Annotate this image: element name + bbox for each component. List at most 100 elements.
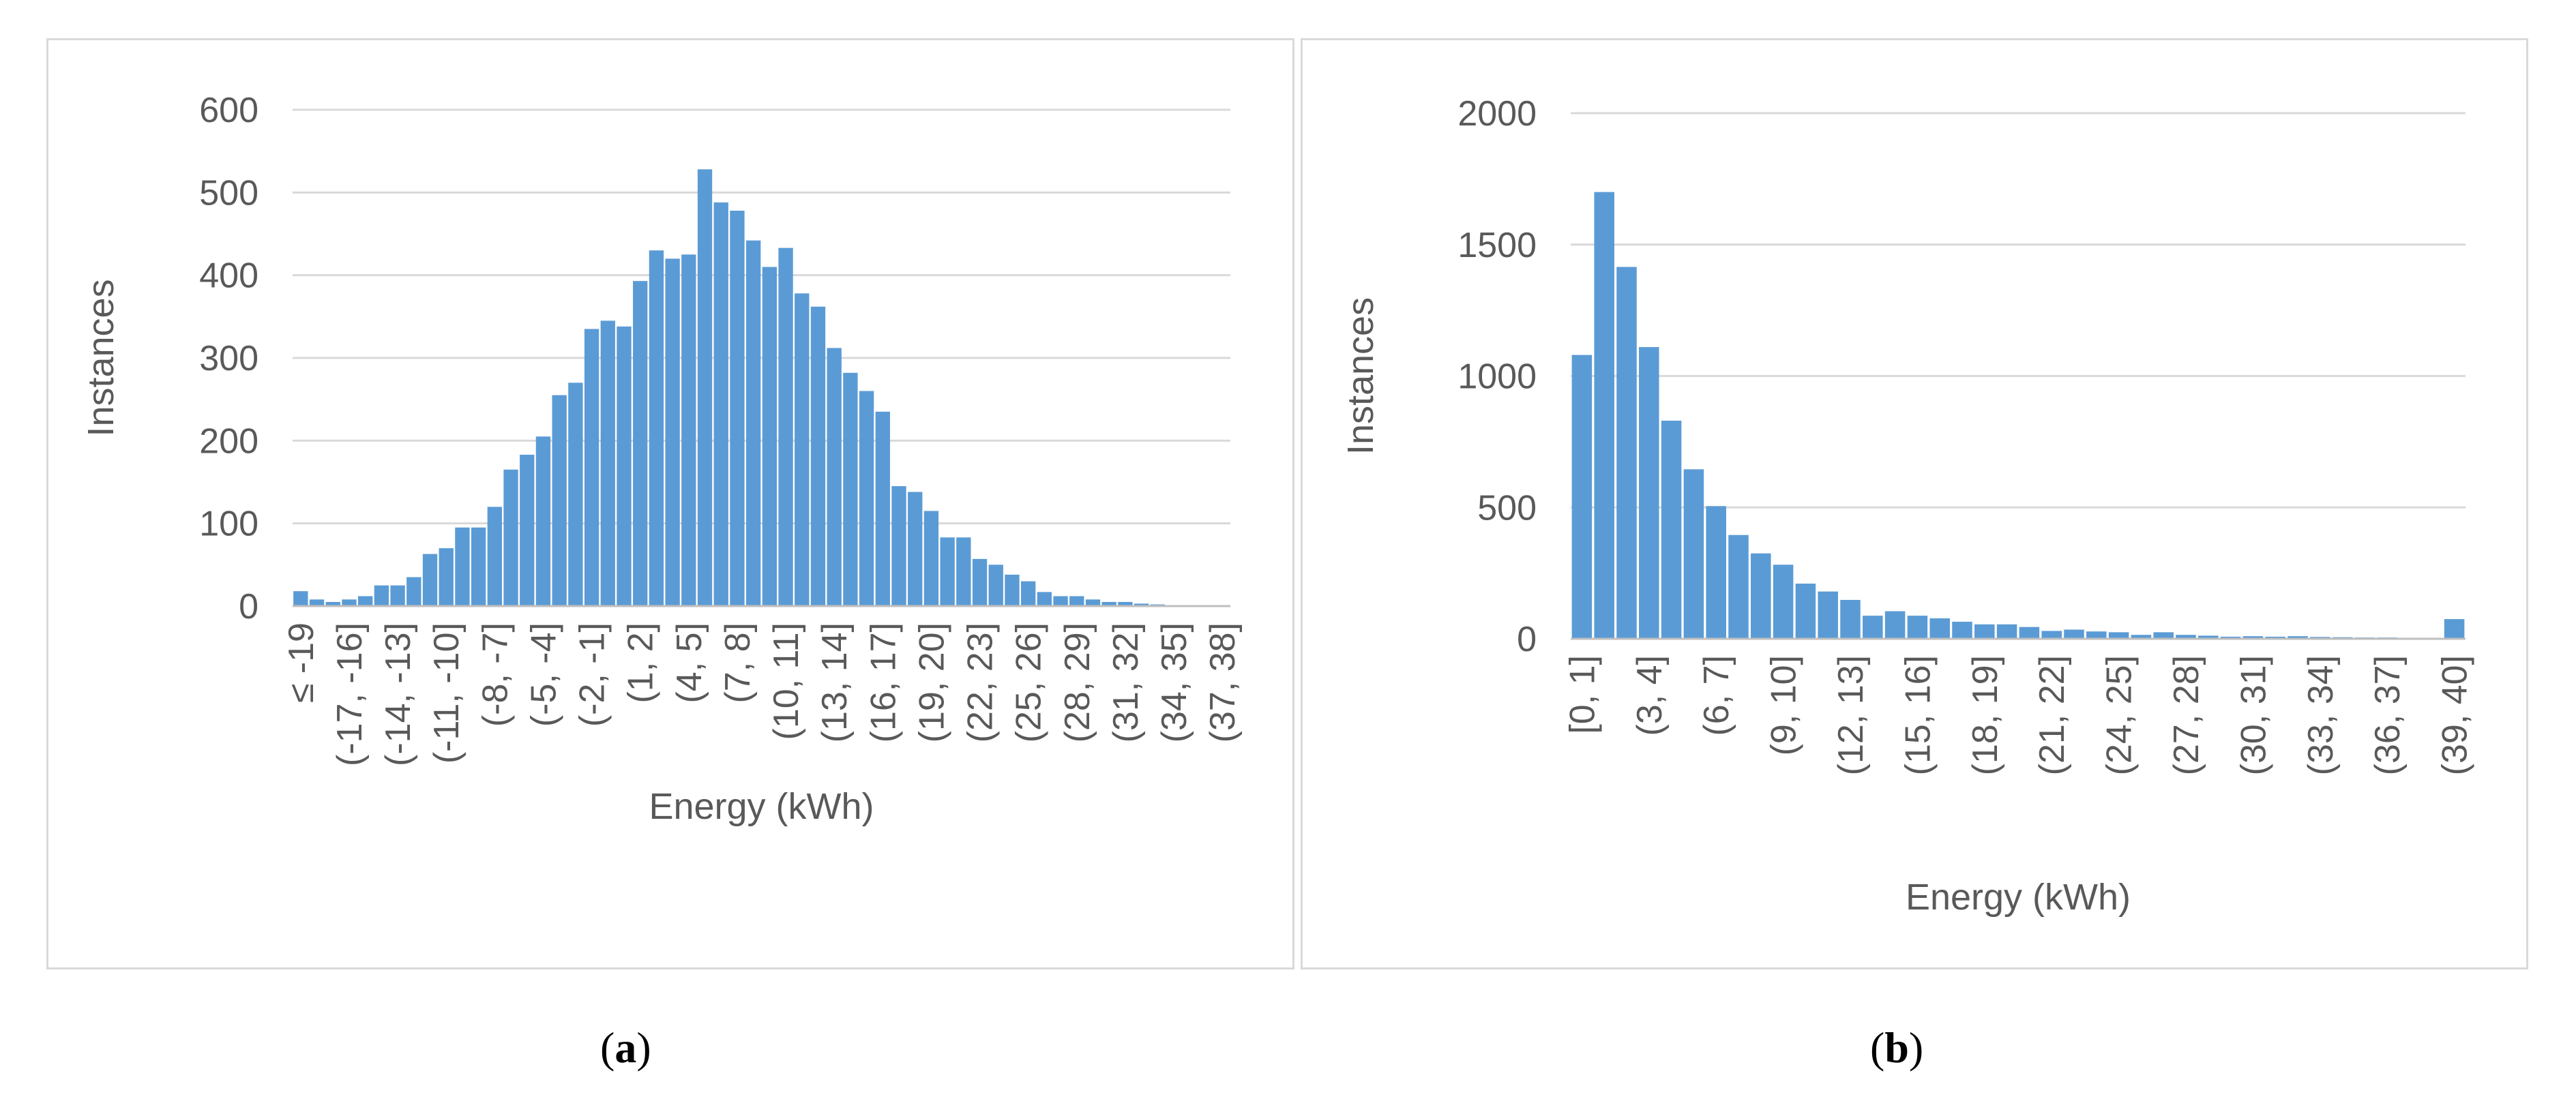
- bar-a-46: [1037, 592, 1052, 606]
- bar-b-25: [2131, 635, 2152, 639]
- bar-a-35: [859, 391, 874, 606]
- bar-a-44: [1005, 574, 1020, 606]
- bar-a-41: [956, 537, 971, 606]
- bar-a-49: [1085, 599, 1101, 606]
- bar-a-27: [730, 211, 745, 606]
- bar-a-5: [374, 585, 389, 606]
- bar-b-19: [1996, 624, 2017, 639]
- bar-b-8: [1751, 553, 1771, 639]
- xtick-label-a-15: (-5, -4]: [524, 622, 563, 727]
- bar-b-18: [1974, 624, 1995, 639]
- caption-a: (a): [600, 1023, 651, 1073]
- xtick-label-b-15: (15, 16]: [1898, 655, 1938, 775]
- xtick-label-b-12: (12, 13]: [1831, 655, 1871, 775]
- bar-a-25: [697, 169, 713, 607]
- bar-a-37: [891, 486, 906, 606]
- bar-a-14: [520, 454, 535, 606]
- xtick-label-a-9: (-11, -10]: [427, 622, 467, 764]
- bar-a-1: [309, 599, 325, 606]
- bar-b-27: [2176, 635, 2196, 639]
- bar-b-3: [1639, 347, 1659, 639]
- xtick-label-a-45: (25, 26]: [1009, 622, 1049, 742]
- bar-b-39: [2444, 619, 2465, 639]
- bar-a-52: [1134, 603, 1149, 606]
- bar-b-2: [1616, 267, 1637, 639]
- bar-a-19: [600, 320, 615, 606]
- caption-a-close: ): [636, 1023, 651, 1072]
- bar-a-30: [778, 247, 793, 606]
- bar-a-34: [843, 372, 858, 606]
- ytick-label-b-0: 0: [1517, 620, 1537, 659]
- bar-b-16: [1929, 618, 1950, 639]
- bar-b-28: [2198, 635, 2219, 639]
- bar-b-32: [2288, 636, 2308, 639]
- bar-b-1: [1594, 192, 1614, 639]
- bar-b-5: [1683, 469, 1704, 639]
- xtick-label-a-6: (-14, -13]: [379, 622, 418, 766]
- bar-a-18: [584, 329, 599, 606]
- xtick-label-b-24: (24, 25]: [2100, 655, 2140, 775]
- bar-b-6: [1706, 506, 1726, 639]
- xtick-label-a-0: ≤ -19: [282, 622, 321, 703]
- ytick-label-b-1500: 1500: [1457, 226, 1537, 265]
- bar-a-36: [875, 411, 890, 606]
- caption-b: (b): [1870, 1023, 1923, 1073]
- xtick-label-a-27: (7, 8]: [718, 622, 758, 704]
- xtick-label-b-30: (30, 31]: [2234, 655, 2273, 775]
- ytick-label-a-100: 100: [199, 505, 258, 544]
- bar-b-4: [1661, 421, 1682, 639]
- x-axis-title-a: Energy (kWh): [649, 786, 874, 827]
- bar-a-6: [390, 585, 405, 606]
- bar-b-24: [2108, 632, 2129, 639]
- xtick-label-b-6: (6, 7]: [1697, 655, 1736, 736]
- ytick-label-a-500: 500: [199, 173, 258, 213]
- bar-a-9: [439, 548, 454, 606]
- xtick-label-a-21: (1, 2]: [621, 622, 661, 704]
- xtick-label-a-51: (31, 32]: [1106, 622, 1146, 742]
- bar-a-43: [988, 564, 1003, 606]
- bar-a-32: [810, 306, 826, 606]
- caption-b-open: (: [1870, 1023, 1885, 1072]
- bar-b-11: [1818, 591, 1838, 639]
- xtick-label-b-27: (27, 28]: [2167, 655, 2206, 775]
- bar-a-12: [487, 507, 503, 606]
- caption-b-close: ): [1908, 1023, 1924, 1072]
- chart-panel-b: 0 500 1000 1500 2000 [0, 1] (3, 4] (6, 7] (9, 10…: [1301, 38, 2528, 969]
- bar-b-22: [2064, 629, 2084, 639]
- y-axis-title-a: Instances: [80, 279, 121, 436]
- x-axis-title-b: Energy (kWh): [1906, 877, 2131, 918]
- y-axis-title-b: Instances: [1340, 297, 1381, 455]
- bar-a-15: [535, 436, 551, 606]
- bar-a-10: [455, 527, 470, 606]
- xtick-label-a-54: (34, 35]: [1155, 622, 1194, 742]
- bar-a-13: [503, 469, 518, 606]
- bar-a-39: [923, 511, 939, 606]
- bar-a-29: [762, 267, 778, 606]
- bar-a-11: [471, 527, 486, 606]
- ytick-label-a-300: 300: [199, 339, 258, 378]
- bar-a-33: [827, 348, 842, 606]
- bar-b-7: [1728, 535, 1749, 639]
- bar-b-15: [1907, 616, 1928, 639]
- bar-a-4: [358, 596, 373, 606]
- bar-a-7: [406, 577, 421, 606]
- bar-b-13: [1863, 616, 1883, 639]
- bar-a-16: [552, 395, 567, 606]
- ytick-label-b-2000: 2000: [1457, 94, 1537, 134]
- bar-a-45: [1020, 581, 1036, 606]
- ytick-label-a-0: 0: [239, 587, 258, 627]
- bar-a-28: [745, 240, 761, 606]
- bar-a-17: [568, 382, 583, 606]
- ytick-label-b-500: 500: [1477, 488, 1537, 528]
- bar-b-0: [1571, 355, 1593, 639]
- bar-a-24: [681, 254, 696, 606]
- bar-b-14: [1884, 611, 1906, 639]
- xtick-label-a-33: (13, 14]: [815, 622, 855, 742]
- xtick-label-b-9: (9, 10]: [1764, 655, 1804, 755]
- bar-b-12: [1840, 599, 1861, 639]
- xtick-label-b-39: (39, 40]: [2436, 655, 2475, 775]
- xtick-label-b-33: (33, 34]: [2301, 655, 2341, 775]
- xtick-label-a-24: (4, 5]: [670, 622, 709, 704]
- xtick-label-b-36: (36, 37]: [2368, 655, 2408, 775]
- bar-a-0: [293, 591, 308, 606]
